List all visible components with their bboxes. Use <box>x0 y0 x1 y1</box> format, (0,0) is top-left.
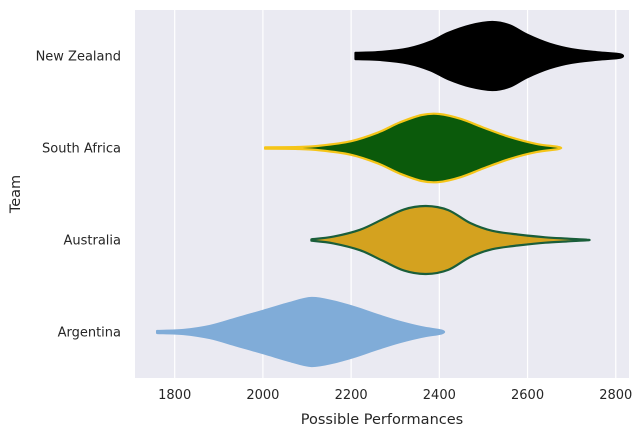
x-tick-label-2200: 2200 <box>335 388 368 403</box>
y-tick-label-argentina: Argentina <box>58 326 121 341</box>
x-tick-labels: 1800 2000 2200 2400 2600 2800 <box>158 388 632 403</box>
x-tick-label-1800: 1800 <box>158 388 191 403</box>
violin-argentina <box>156 296 446 368</box>
y-tick-labels: New Zealand South Africa Australia Argentin… <box>36 50 121 341</box>
y-tick-label-south-africa: South Africa <box>42 142 121 157</box>
violin-new-zealand <box>354 20 625 92</box>
y-axis-label: Team <box>8 175 24 214</box>
x-axis-label: Possible Performances <box>301 412 463 428</box>
violin-south-africa <box>264 112 563 184</box>
y-tick-label-australia: Australia <box>63 234 121 249</box>
violins <box>156 20 625 368</box>
y-tick-label-new-zealand: New Zealand <box>36 50 121 65</box>
x-tick-label-2400: 2400 <box>423 388 456 403</box>
x-tick-label-2600: 2600 <box>511 388 544 403</box>
x-tick-label-2000: 2000 <box>246 388 279 403</box>
violin-australia <box>310 204 591 276</box>
x-tick-label-2800: 2800 <box>599 388 632 403</box>
